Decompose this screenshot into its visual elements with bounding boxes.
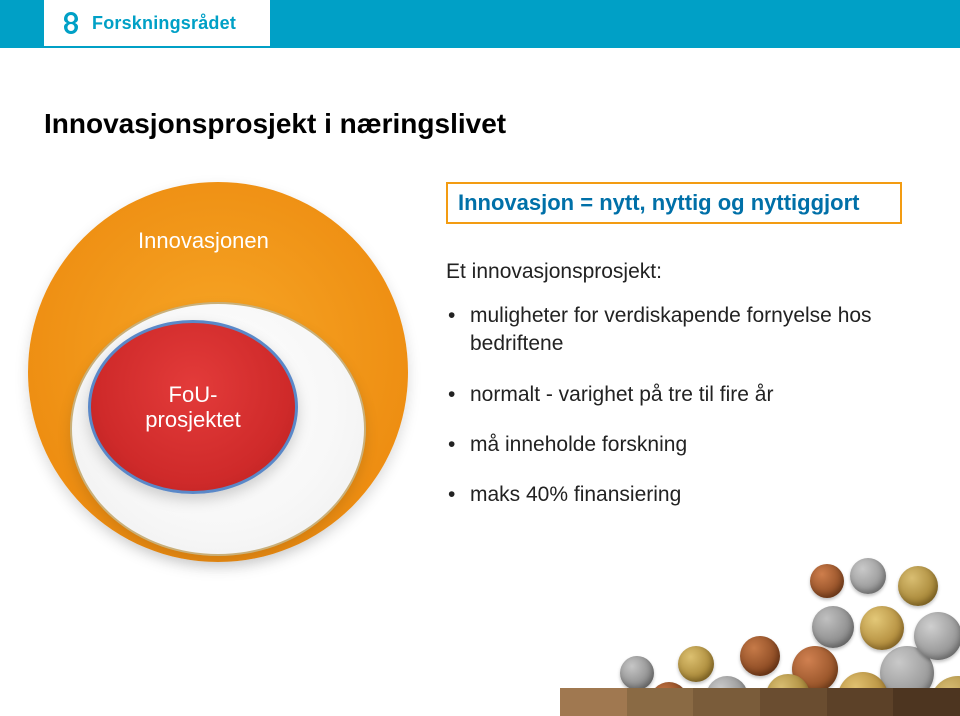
footer-stripe [827, 688, 894, 716]
coin-icon [812, 606, 854, 648]
venn-inner-label: FoU- prosjektet [145, 382, 240, 433]
definition-box: Innovasjon = nytt, nyttig og nyttiggjort [446, 182, 902, 224]
list-item: muligheter for verdiskapende fornyelse h… [446, 302, 916, 359]
venn-inner-ellipse: FoU- prosjektet [88, 320, 298, 494]
footer-stripe [627, 688, 694, 716]
footer-stripes [560, 688, 960, 716]
definition-text: Innovasjon = nytt, nyttig og nyttiggjort [458, 190, 859, 215]
venn-outer-label: Innovasjonen [138, 228, 269, 254]
page-title: Innovasjonsprosjekt i næringslivet [44, 108, 506, 140]
subheading: Et innovasjonsprosjekt: [446, 260, 662, 284]
footer-stripe [693, 688, 760, 716]
list-item: normalt - varighet på tre til fire år [446, 381, 916, 409]
footer-stripe [560, 688, 627, 716]
footer-stripe [760, 688, 827, 716]
list-item: må inneholde forskning [446, 431, 916, 459]
coin-icon [898, 566, 938, 606]
coin-icon [810, 564, 844, 598]
coin-icon [914, 612, 960, 660]
coin-icon [740, 636, 780, 676]
coin-icon [860, 606, 904, 650]
coin-pile-decoration [580, 496, 960, 716]
brand-logo: Forskningsrådet [44, 0, 270, 46]
coin-icon [850, 558, 886, 594]
coin-icon [678, 646, 714, 682]
brand-name: Forskningsrådet [92, 13, 236, 34]
footer-stripe [893, 688, 960, 716]
coin-icon [620, 656, 654, 690]
logo-mark-icon [58, 10, 84, 36]
